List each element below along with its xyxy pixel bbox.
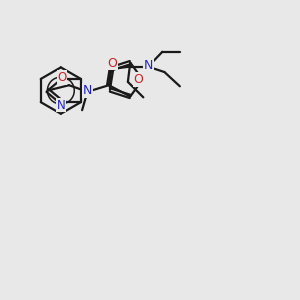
Text: N: N	[144, 59, 153, 72]
Text: O: O	[107, 57, 117, 70]
Text: O: O	[134, 73, 143, 86]
Text: N: N	[83, 84, 92, 97]
Text: N: N	[57, 99, 65, 112]
Text: O: O	[58, 71, 67, 84]
